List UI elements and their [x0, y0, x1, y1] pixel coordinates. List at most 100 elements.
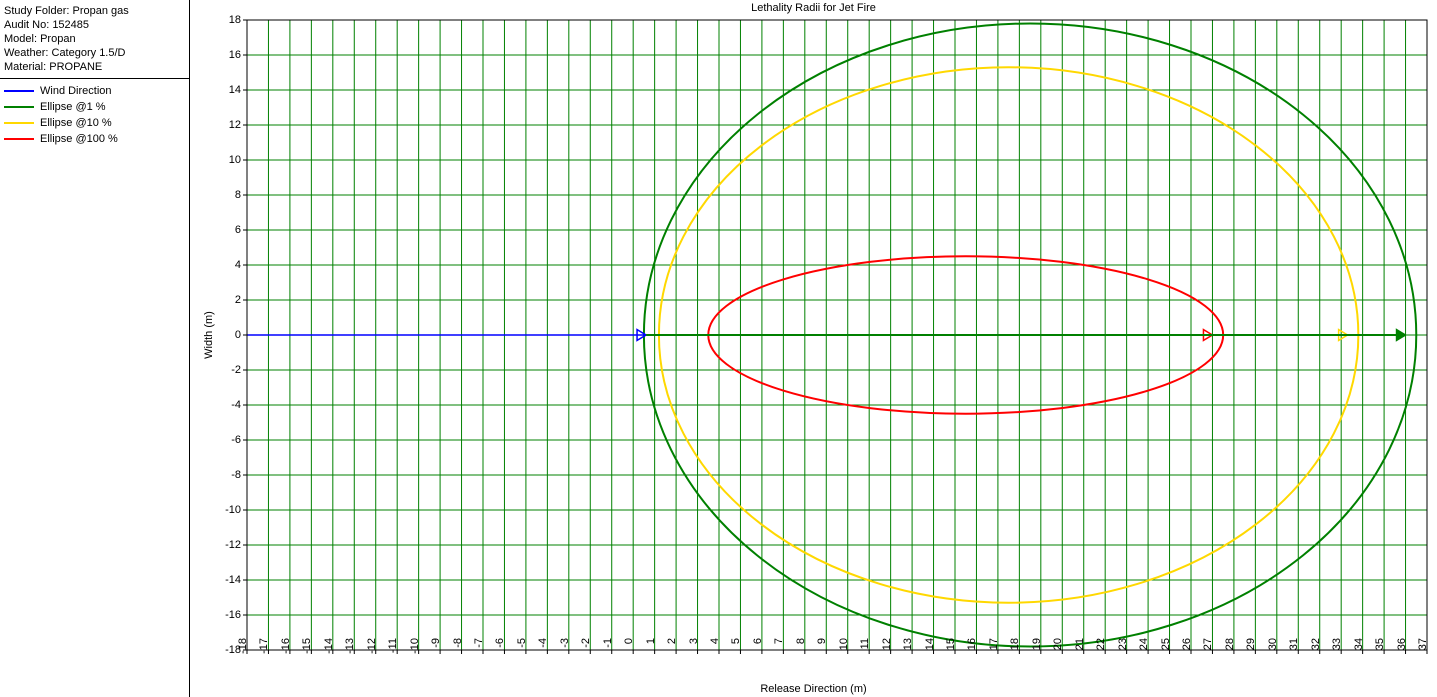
legend-item: Ellipse @10 % [4, 115, 189, 131]
x-tick-label: 0 [623, 638, 635, 658]
material-row: Material: PROPANE [4, 60, 189, 74]
x-tick-label: 10 [838, 638, 850, 658]
x-tick-label: -10 [409, 638, 421, 658]
x-tick-label: 6 [752, 638, 764, 658]
x-tick-label: 12 [881, 638, 893, 658]
x-tick-label: -9 [430, 638, 442, 658]
x-tick-label: 8 [795, 638, 807, 658]
x-tick-label: 11 [859, 638, 871, 658]
legend: Wind DirectionEllipse @1 %Ellipse @10 %E… [4, 83, 189, 147]
legend-label: Ellipse @1 % [40, 99, 106, 115]
x-tick-label: 2 [666, 638, 678, 658]
y-tick-label: 18 [217, 14, 241, 26]
x-tick-label: 33 [1331, 638, 1343, 658]
y-axis-label: Width (m) [203, 311, 215, 359]
x-tick-label: 23 [1117, 638, 1129, 658]
chart-area: Lethality Radii for Jet Fire Width (m) R… [190, 0, 1437, 697]
legend-item: Wind Direction [4, 83, 189, 99]
x-tick-label: -15 [301, 638, 313, 658]
plot [190, 0, 1437, 697]
audit-no-value: 152485 [52, 19, 89, 31]
y-tick-label: -6 [217, 434, 241, 446]
y-tick-label: 6 [217, 224, 241, 236]
material-value: PROPANE [49, 61, 102, 73]
x-tick-label: 29 [1245, 638, 1257, 658]
metadata-block: Study Folder: Propan gas Audit No: 15248… [4, 4, 189, 74]
x-tick-label: -8 [452, 638, 464, 658]
y-tick-label: 8 [217, 189, 241, 201]
x-tick-label: -1 [602, 638, 614, 658]
x-tick-label: 31 [1288, 638, 1300, 658]
legend-label: Ellipse @10 % [40, 115, 112, 131]
weather-value: Category 1.5/D [52, 47, 126, 59]
y-tick-label: 4 [217, 259, 241, 271]
weather-row: Weather: Category 1.5/D [4, 46, 189, 60]
audit-no-row: Audit No: 152485 [4, 18, 189, 32]
x-tick-label: 16 [966, 638, 978, 658]
y-tick-label: 2 [217, 294, 241, 306]
y-tick-label: -14 [217, 574, 241, 586]
x-tick-label: 24 [1138, 638, 1150, 658]
y-tick-label: 16 [217, 49, 241, 61]
study-folder-label: Study Folder: [4, 5, 69, 17]
x-tick-label: -5 [516, 638, 528, 658]
y-tick-label: 0 [217, 329, 241, 341]
legend-swatch [4, 122, 34, 124]
x-tick-label: 34 [1353, 638, 1365, 658]
y-tick-label: -4 [217, 399, 241, 411]
x-tick-label: 32 [1310, 638, 1322, 658]
x-tick-label: 9 [816, 638, 828, 658]
study-folder-row: Study Folder: Propan gas [4, 4, 189, 18]
x-tick-label: -16 [280, 638, 292, 658]
x-tick-label: 7 [773, 638, 785, 658]
y-tick-label: -8 [217, 469, 241, 481]
y-tick-label: 10 [217, 154, 241, 166]
weather-label: Weather: [4, 47, 48, 59]
x-tick-label: 26 [1181, 638, 1193, 658]
legend-swatch [4, 90, 34, 92]
x-tick-label: 36 [1396, 638, 1408, 658]
x-tick-label: -12 [366, 638, 378, 658]
y-tick-label: -2 [217, 364, 241, 376]
x-tick-label: 3 [688, 638, 700, 658]
y-tick-label: 12 [217, 119, 241, 131]
x-tick-label: 25 [1160, 638, 1172, 658]
x-tick-label: 14 [924, 638, 936, 658]
x-tick-label: 22 [1095, 638, 1107, 658]
x-tick-label: 37 [1417, 638, 1429, 658]
y-tick-label: 14 [217, 84, 241, 96]
sidebar: Study Folder: Propan gas Audit No: 15248… [0, 0, 190, 697]
x-tick-label: 15 [945, 638, 957, 658]
x-tick-label: -2 [580, 638, 592, 658]
y-tick-label: -18 [217, 644, 241, 656]
model-row: Model: Propan [4, 32, 189, 46]
audit-no-label: Audit No: [4, 19, 49, 31]
x-tick-label: 18 [1009, 638, 1021, 658]
x-tick-label: 27 [1202, 638, 1214, 658]
study-folder-value: Propan gas [72, 5, 128, 17]
x-tick-label: 19 [1031, 638, 1043, 658]
model-value: Propan [40, 33, 75, 45]
x-tick-label: 20 [1052, 638, 1064, 658]
y-tick-label: -16 [217, 609, 241, 621]
legend-swatch [4, 106, 34, 108]
x-tick-label: 21 [1074, 638, 1086, 658]
sidebar-divider [0, 78, 189, 79]
material-label: Material: [4, 61, 46, 73]
x-tick-label: -4 [537, 638, 549, 658]
y-tick-label: -12 [217, 539, 241, 551]
x-tick-label: -11 [387, 638, 399, 658]
legend-item: Ellipse @100 % [4, 131, 189, 147]
x-tick-label: 30 [1267, 638, 1279, 658]
x-tick-label: 28 [1224, 638, 1236, 658]
x-tick-label: -3 [559, 638, 571, 658]
model-label: Model: [4, 33, 37, 45]
x-tick-label: -6 [494, 638, 506, 658]
x-tick-label: 1 [645, 638, 657, 658]
x-tick-label: 4 [709, 638, 721, 658]
x-tick-label: 35 [1374, 638, 1386, 658]
x-tick-label: -17 [258, 638, 270, 658]
legend-swatch [4, 138, 34, 140]
x-tick-label: 17 [988, 638, 1000, 658]
x-tick-label: -14 [323, 638, 335, 658]
